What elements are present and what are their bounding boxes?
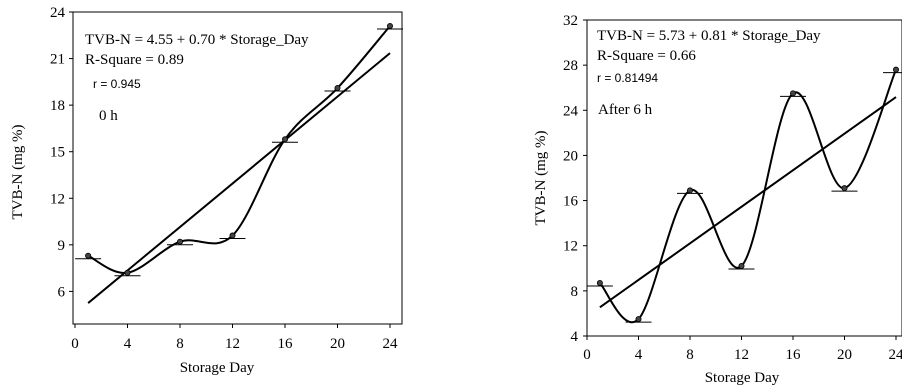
regression-line (600, 97, 896, 307)
x-axis-label: Storage Day (180, 360, 255, 376)
data-point (86, 253, 91, 258)
data-point (230, 233, 235, 238)
panel-label: 0 h (99, 108, 118, 124)
y-tick-label: 18 (50, 98, 65, 114)
r-square-label: R-Square = 0.89 (85, 52, 184, 68)
y-tick-label: 21 (50, 52, 65, 68)
data-point (335, 85, 340, 90)
y-tick-label: 16 (563, 194, 579, 210)
data-point (387, 23, 392, 28)
y-tick-label: 20 (563, 148, 578, 164)
x-tick-label: 4 (124, 336, 132, 352)
x-tick-label: 8 (686, 347, 694, 363)
x-tick-label: 16 (786, 347, 802, 363)
data-point (790, 91, 795, 96)
data-point (282, 137, 287, 142)
panel-label: After 6 h (598, 102, 653, 118)
r-square-label: R-Square = 0.66 (597, 48, 696, 64)
data-point (597, 280, 602, 285)
y-tick-label: 8 (571, 284, 579, 300)
y-tick-label: 12 (50, 191, 65, 207)
x-tick-label: 24 (383, 336, 399, 352)
y-axis-label: TVB-N (mg %) (533, 131, 549, 226)
r-value-label: r = 0.81494 (597, 71, 658, 85)
r-value-label: r = 0.945 (93, 77, 141, 91)
y-tick-label: 6 (58, 284, 66, 300)
y-tick-label: 15 (50, 145, 65, 161)
y-axis-label: TVB-N (mg %) (10, 125, 26, 220)
x-tick-label: 24 (889, 347, 902, 363)
x-tick-label: 12 (734, 347, 749, 363)
chart-panel-left: 6 9 12 15 18 21 24 0 4 8 12 16 20 24 Storage Day TVB-N … (10, 5, 403, 376)
x-tick-label: 0 (71, 336, 79, 352)
data-point (125, 270, 130, 275)
y-tick-label: 24 (50, 5, 66, 21)
y-tick-label: 32 (563, 13, 578, 29)
x-tick-label: 12 (225, 336, 240, 352)
y-tick-label: 9 (58, 238, 66, 254)
data-point (739, 263, 744, 268)
x-tick-label: 20 (330, 336, 345, 352)
x-axis-label: Storage Day (705, 370, 780, 386)
x-tick-label: 4 (635, 347, 643, 363)
data-point (893, 67, 898, 72)
y-tick-label: 12 (563, 239, 578, 255)
data-point (842, 186, 847, 191)
y-tick-label: 24 (563, 103, 579, 119)
x-tick-label: 8 (176, 336, 184, 352)
data-point (636, 316, 641, 321)
equation-label: TVB-N = 5.73 + 0.81 * Storage_Day (597, 28, 821, 44)
y-tick-label: 4 (571, 329, 579, 345)
x-tick-label: 16 (278, 336, 294, 352)
x-tick-label: 20 (837, 347, 852, 363)
equation-label: TVB-N = 4.55 + 0.70 * Storage_Day (85, 32, 309, 48)
x-tick-label: 0 (583, 347, 591, 363)
data-point (687, 188, 692, 193)
data-point (177, 239, 182, 244)
y-tick-label: 28 (563, 58, 578, 74)
